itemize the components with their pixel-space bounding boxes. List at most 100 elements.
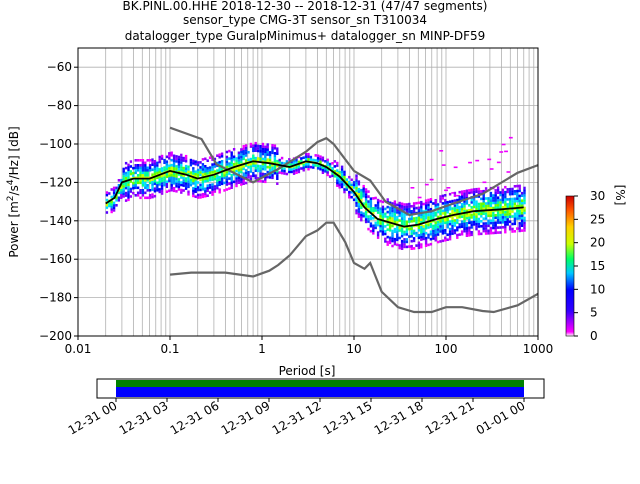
heatmap-cell bbox=[520, 221, 524, 225]
heatmap-cell bbox=[340, 180, 344, 184]
heatmap-cell bbox=[271, 176, 274, 180]
heatmap-cell bbox=[501, 218, 505, 222]
heatmap-cell bbox=[160, 154, 164, 158]
heatmap-cell bbox=[393, 202, 397, 206]
heatmap-cell bbox=[410, 235, 413, 238]
heatmap-cell bbox=[340, 173, 344, 176]
heatmap-cell bbox=[172, 169, 176, 173]
heatmap-cell bbox=[295, 171, 298, 174]
heatmap-cell bbox=[448, 215, 452, 218]
heatmap-cell bbox=[292, 172, 296, 175]
heatmap-cell bbox=[470, 226, 473, 229]
heatmap-cell bbox=[172, 187, 176, 190]
heatmap-cell bbox=[468, 204, 471, 207]
heatmap-cell bbox=[249, 145, 253, 148]
heatmap-cell bbox=[362, 194, 365, 198]
heatmap-cell bbox=[122, 185, 125, 188]
heatmap-cell bbox=[172, 177, 176, 180]
heatmap-cell bbox=[405, 220, 409, 224]
heatmap-cell bbox=[220, 162, 224, 166]
heatmap-cell bbox=[266, 148, 269, 151]
heatmap-cell bbox=[148, 179, 152, 182]
heatmap-cell bbox=[400, 222, 404, 225]
heatmap-cell bbox=[412, 209, 416, 213]
heatmap-cell bbox=[228, 164, 231, 168]
heatmap-cell bbox=[146, 184, 149, 187]
heatmap-cell bbox=[340, 168, 344, 171]
heatmap-cell bbox=[117, 184, 121, 187]
heatmap-cell bbox=[470, 198, 473, 202]
heatmap-outlier bbox=[429, 178, 434, 181]
heatmap-cell bbox=[415, 231, 418, 235]
heatmap-cell bbox=[211, 168, 214, 171]
heatmap-cell bbox=[268, 151, 272, 154]
heatmap-cell bbox=[124, 171, 128, 175]
heatmap-cell bbox=[384, 237, 387, 241]
heatmap-cell bbox=[316, 167, 320, 170]
heatmap-cell bbox=[350, 183, 353, 187]
heatmap-cell bbox=[489, 229, 493, 232]
heatmap-cell bbox=[379, 229, 382, 233]
heatmap-cell bbox=[223, 174, 226, 177]
heatmap-cell bbox=[501, 226, 505, 229]
heatmap-cell bbox=[172, 179, 176, 183]
heatmap-cell bbox=[312, 158, 315, 162]
heatmap-cell bbox=[434, 223, 437, 227]
heatmap-cell bbox=[218, 168, 221, 171]
heatmap-cell bbox=[460, 225, 464, 228]
colorbar-label: [%] bbox=[613, 185, 627, 206]
heatmap-cell bbox=[180, 156, 183, 159]
heatmap-cell bbox=[163, 178, 166, 182]
y-tick-label: −120 bbox=[39, 175, 72, 189]
heatmap-cell bbox=[420, 245, 423, 249]
heatmap-cell bbox=[444, 211, 447, 215]
heatmap-cell bbox=[189, 158, 193, 162]
heatmap-cell bbox=[398, 226, 401, 230]
heatmap-cell bbox=[268, 161, 272, 164]
heatmap-cell bbox=[338, 183, 341, 187]
heatmap-cell bbox=[492, 199, 495, 202]
heatmap-cell bbox=[218, 183, 221, 186]
heatmap-cell bbox=[189, 173, 193, 177]
heatmap-cell bbox=[232, 155, 236, 159]
heatmap-cell bbox=[518, 217, 521, 220]
heatmap-cell bbox=[432, 224, 435, 228]
heatmap-cell bbox=[403, 215, 406, 219]
heatmap-cell bbox=[256, 177, 260, 180]
heatmap-cell bbox=[180, 176, 183, 179]
heatmap-cell bbox=[144, 161, 147, 165]
heatmap-cell bbox=[244, 149, 248, 152]
heatmap-cell bbox=[271, 174, 274, 177]
heatmap-cell bbox=[136, 164, 140, 167]
heatmap-cell bbox=[112, 204, 116, 207]
heatmap-cell bbox=[148, 189, 152, 192]
heatmap-cell bbox=[439, 227, 442, 231]
heatmap-cell bbox=[124, 181, 128, 185]
heatmap-cell bbox=[141, 174, 145, 177]
heatmap-cell bbox=[489, 214, 493, 217]
heatmap-cell bbox=[355, 184, 358, 187]
heatmap-cell bbox=[232, 158, 236, 161]
heatmap-cell bbox=[153, 172, 157, 176]
heatmap-cell bbox=[242, 182, 245, 185]
heatmap-cell bbox=[448, 237, 452, 241]
heatmap-cell bbox=[235, 169, 238, 173]
heatmap-cell bbox=[192, 159, 195, 163]
heatmap-cell bbox=[362, 189, 365, 193]
heatmap-cell bbox=[182, 169, 185, 172]
heatmap-cell bbox=[237, 156, 241, 159]
heatmap-cell bbox=[172, 189, 176, 193]
heatmap-cell bbox=[451, 209, 454, 213]
heatmap-cell bbox=[494, 189, 497, 192]
heatmap-cell bbox=[444, 214, 447, 217]
heatmap-cell bbox=[477, 195, 481, 198]
heatmap-cell bbox=[511, 192, 514, 196]
heatmap-cell bbox=[451, 222, 454, 225]
heatmap-cell bbox=[465, 194, 469, 198]
heatmap-cell bbox=[429, 242, 433, 246]
heatmap-cell bbox=[252, 157, 255, 160]
heatmap-cell bbox=[415, 201, 418, 205]
heatmap-cell bbox=[256, 167, 260, 170]
heatmap-cell bbox=[463, 217, 466, 220]
